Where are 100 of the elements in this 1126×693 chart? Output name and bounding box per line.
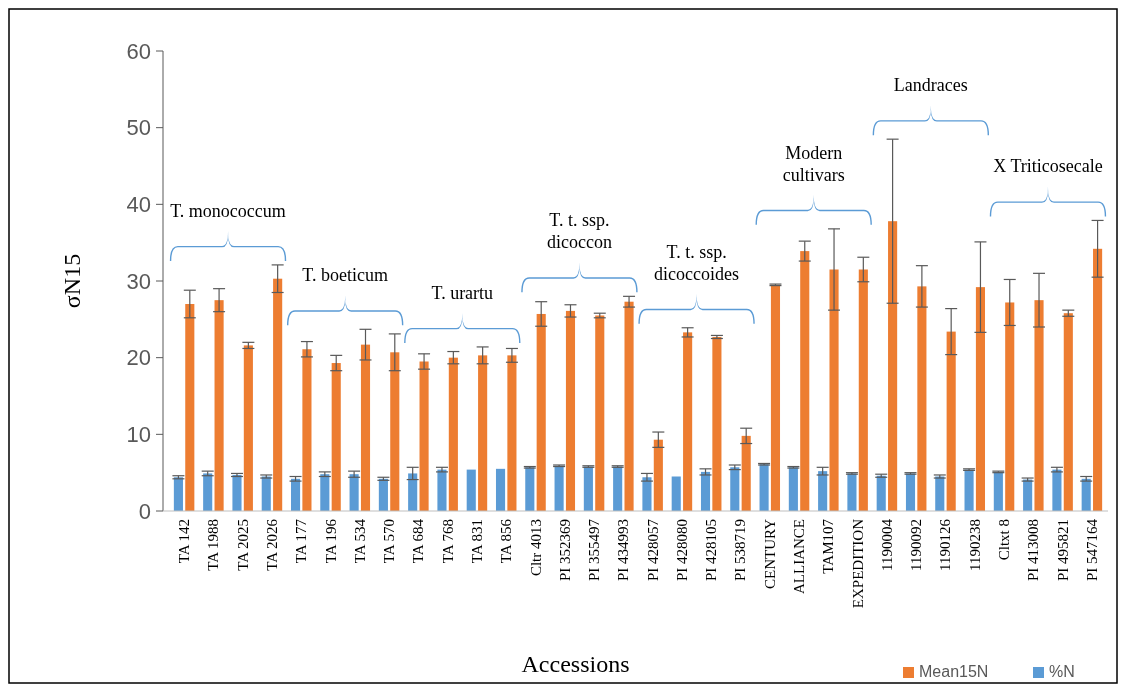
x-tick-label: TA 534 [351,518,368,564]
x-tick-label: TA 570 [381,519,398,564]
bar [320,474,330,511]
x-tick-label: PI 434993 [615,519,632,582]
x-tick-label: TA 196 [322,518,339,564]
x-tick-label: TA 831 [468,519,485,564]
x-tick-label: TA 768 [439,519,456,564]
annotation: X Triticosecale [993,156,1103,177]
x-tick-label: TA 684 [410,518,427,564]
bar [712,336,722,511]
bar [876,475,886,511]
bar [624,301,634,511]
bar [671,476,681,511]
x-tick-label: Cltxt 8 [996,519,1013,561]
bar [642,477,652,511]
bar [1063,313,1073,511]
bar [507,355,517,511]
bar [349,474,359,511]
bar [741,435,751,511]
bar [419,361,429,511]
bar [613,466,623,511]
bar [273,278,283,511]
bar [905,473,916,511]
bar [583,466,593,511]
bar [858,269,868,511]
bar [408,473,418,511]
bar [788,467,798,511]
y-tick-label: 30 [126,268,151,294]
x-tick-label: TA 2026 [263,518,280,571]
bar [331,363,341,511]
bar [302,349,312,511]
x-tick-label: TA 177 [293,518,310,564]
x-tick-label: TA 856 [498,518,515,564]
bar [993,471,1003,511]
x-tick-label: TA 1988 [205,519,222,571]
bar [243,345,253,511]
x-tick-label: PI 538719 [732,519,749,582]
x-tick-label: TA 142 [176,519,193,564]
x-tick-label: 1190092 [908,519,925,571]
bar [595,315,605,511]
x-tick-label: PI 428080 [673,519,690,582]
x-tick-label: PI 352369 [556,519,573,582]
bar [185,304,195,511]
bar [390,352,400,511]
bar [203,473,213,511]
bar [232,474,242,511]
bar [700,471,711,511]
x-tick-label: EXPEDITION [849,518,866,609]
bar [847,473,857,511]
x-tick-label: ALLIANCE [791,519,808,594]
bar [683,332,693,511]
bar [554,465,564,511]
x-tick-label: TAM107 [820,518,837,574]
bar [378,478,388,511]
bar [829,269,839,511]
annotation: T. t. ssp. dicoccoides [654,241,740,284]
bar [1093,248,1103,511]
bar [495,468,506,511]
x-tick-label: CENTURY [761,518,778,590]
x-tick-label: 1190004 [878,518,895,571]
x-tick-label: PI 428105 [703,519,720,582]
bar [437,469,447,511]
y-tick-label: 20 [126,345,151,371]
bar [466,469,476,511]
x-tick-label: TA 2025 [234,519,251,571]
annotation: Modern cultivars [782,142,845,185]
bar [214,300,224,511]
y-tick-label: 50 [126,115,151,141]
bar [818,471,828,511]
bar [360,344,371,511]
y-tick-label: 0 [138,498,151,524]
x-tick-label: 1190126 [937,518,954,571]
x-axis-title: Accessions [521,651,630,677]
annotation: T. urartu [431,282,494,303]
x-tick-label: PI 428057 [644,518,661,582]
x-tick-label: 1190238 [966,519,983,571]
bar [653,439,663,511]
x-tick-label: PI 547164 [1083,518,1100,582]
annotation: T. monococcum [170,200,286,221]
bar [800,251,810,511]
bar [1005,302,1015,511]
bar [917,286,927,511]
bar [478,355,488,511]
bar [1052,469,1062,511]
bar [1034,300,1044,511]
bar [173,477,183,511]
annotation: Landraces [893,75,968,96]
y-tick-label: 60 [126,38,151,64]
x-tick-label: PI 495821 [1054,519,1071,582]
bar [448,357,458,511]
bar [770,284,781,511]
bar [536,313,546,511]
bar [964,469,974,511]
bar [730,467,740,511]
legend-label: Mean15N [919,663,989,680]
bar [525,467,535,511]
y-axis-title: σN15 [59,253,85,309]
x-tick-label: Cltr 4013 [527,519,544,577]
y-tick-label: 10 [126,422,151,448]
y-tick-label: 40 [126,192,151,218]
